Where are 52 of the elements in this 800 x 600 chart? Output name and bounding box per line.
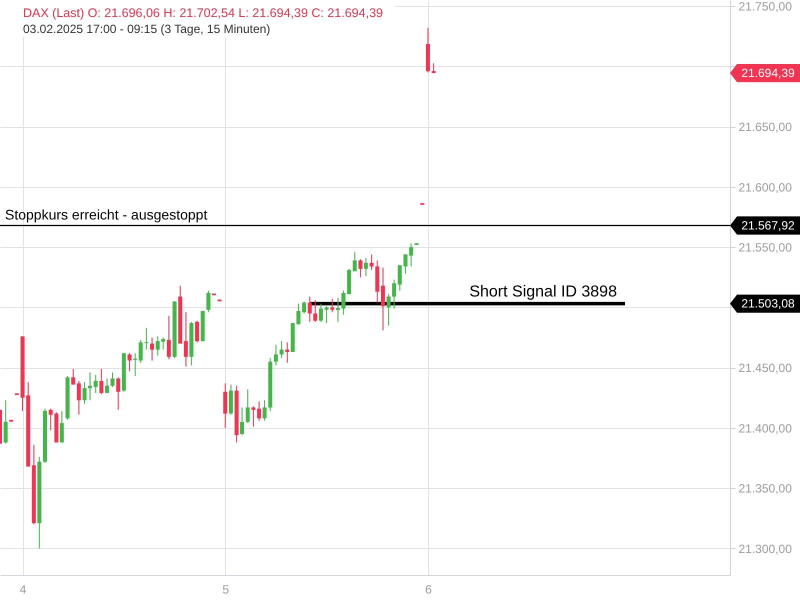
x-tick-label: 4 bbox=[20, 582, 27, 596]
y-tick-label: 21.350,00 bbox=[738, 482, 792, 496]
candlestick bbox=[370, 254, 374, 271]
candlestick bbox=[60, 410, 64, 443]
candlestick bbox=[330, 298, 334, 313]
candlestick bbox=[228, 384, 233, 416]
y-tick-label: 21.400,00 bbox=[738, 421, 792, 436]
candlestick bbox=[195, 320, 200, 343]
candlestick bbox=[352, 251, 357, 272]
candlestick bbox=[313, 300, 318, 322]
candlestick bbox=[358, 258, 362, 278]
y-tick-label: 21.503,08 bbox=[741, 296, 796, 311]
candlestick bbox=[128, 352, 132, 372]
y-tick-label: 21.300,00 bbox=[738, 542, 792, 556]
candlestick bbox=[110, 372, 115, 388]
y-tick-label: 21.694,39 bbox=[741, 66, 796, 80]
y-tick-label: 21.600,00 bbox=[738, 180, 792, 194]
candlestick bbox=[105, 378, 110, 394]
candlestick bbox=[274, 344, 278, 366]
candlestick bbox=[144, 327, 148, 350]
candlestick bbox=[223, 382, 228, 428]
y-tick-label: 21.550,00 bbox=[738, 240, 792, 255]
candlestick bbox=[71, 368, 76, 386]
ref-line-label: Stoppkurs erreicht - ausgestoppt bbox=[5, 206, 208, 223]
y-tick-label: 21.750,00 bbox=[738, 0, 792, 14]
candlestick bbox=[206, 290, 210, 313]
y-tick-label: 21.650,00 bbox=[738, 120, 792, 134]
x-tick-label: 5 bbox=[222, 582, 230, 596]
candlestick bbox=[82, 382, 87, 404]
candlestick bbox=[116, 376, 120, 410]
candlestick bbox=[392, 279, 396, 310]
candlestick bbox=[280, 340, 284, 359]
candlestick bbox=[99, 368, 104, 395]
candlestick bbox=[364, 257, 368, 277]
text: 03.02.2025 17:00 - 09:15 (3 Tage, 15 Minuten) bbox=[23, 22, 270, 36]
candlestick bbox=[166, 315, 171, 360]
candlestick bbox=[240, 406, 244, 436]
candlestick bbox=[308, 296, 312, 322]
candlestick bbox=[386, 294, 391, 326]
candlestick bbox=[184, 312, 188, 367]
chart-title: DAX (Last) O: 21.696,06 H: 21.702,54 L: 21.694,39 C: 21.694,39 bbox=[23, 6, 384, 20]
series-label: Short Signal ID 3898 bbox=[469, 284, 618, 301]
x-tick-label: 6 bbox=[425, 582, 432, 596]
y-tick-label: 21.450,00 bbox=[738, 361, 792, 376]
candlestick bbox=[76, 380, 81, 416]
candlestick bbox=[246, 388, 250, 424]
candlestick bbox=[262, 400, 267, 422]
candlestick bbox=[285, 342, 290, 364]
candlestick bbox=[4, 400, 8, 444]
candlestick bbox=[150, 337, 154, 361]
candlestick bbox=[48, 408, 53, 431]
y-tick-label: 21.567,92 bbox=[741, 218, 796, 233]
